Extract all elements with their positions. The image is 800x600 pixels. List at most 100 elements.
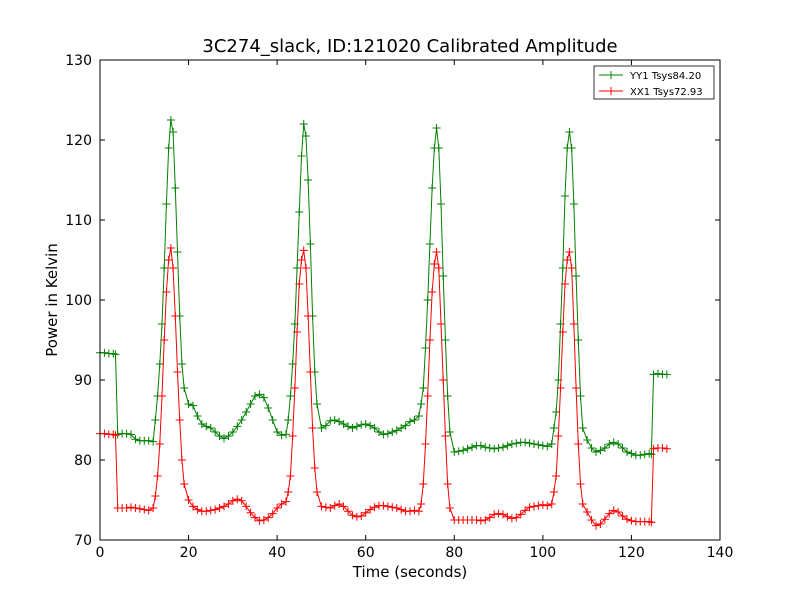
data-point — [618, 444, 627, 452]
data-point — [410, 506, 419, 515]
data-point — [310, 464, 319, 472]
y-tick-label: 130 — [65, 53, 92, 69]
data-point — [658, 444, 667, 452]
data-point — [567, 264, 576, 272]
data-point — [430, 260, 439, 268]
data-point — [111, 431, 120, 440]
data-point — [264, 513, 273, 522]
data-point — [507, 514, 516, 523]
data-point — [578, 424, 587, 432]
legend-item: XX1 Tsys72.93 — [599, 87, 703, 98]
data-point — [228, 428, 237, 436]
y-tick-label: 70 — [74, 533, 92, 549]
data-point — [284, 416, 293, 424]
x-tick-label: 120 — [618, 545, 645, 561]
data-point — [326, 416, 335, 425]
data-point — [454, 447, 463, 456]
data-point — [295, 208, 304, 216]
x-tick-label: 40 — [268, 545, 286, 561]
y-tick-label: 110 — [65, 213, 92, 229]
data-point — [439, 376, 448, 384]
data-point — [326, 504, 335, 512]
data-point — [251, 513, 259, 522]
data-point — [144, 506, 153, 515]
data-point — [299, 120, 308, 128]
data-point — [623, 448, 631, 456]
data-point — [587, 516, 596, 524]
data-point — [521, 438, 530, 447]
data-point — [211, 505, 220, 514]
data-point — [417, 400, 426, 408]
data-point — [432, 248, 441, 256]
data-point — [330, 416, 339, 424]
data-point — [361, 508, 370, 517]
data-point — [569, 200, 578, 208]
data-point — [370, 424, 379, 432]
data-point — [197, 420, 206, 428]
data-point — [434, 144, 443, 152]
data-point — [558, 264, 567, 272]
data-point — [100, 348, 109, 357]
data-point — [437, 200, 445, 208]
x-axis-label: Time (seconds) — [352, 563, 468, 581]
data-point — [552, 472, 561, 480]
data-point — [297, 256, 306, 264]
data-point — [149, 437, 158, 446]
data-point — [202, 422, 211, 431]
data-point — [600, 515, 609, 524]
data-point — [596, 520, 605, 528]
legend-label: YY1 Tsys84.20 — [629, 71, 701, 82]
data-point — [379, 430, 388, 439]
x-tick-label: 80 — [445, 545, 463, 561]
data-point — [321, 503, 330, 512]
data-point — [434, 264, 443, 272]
data-point — [206, 424, 215, 432]
data-point — [383, 429, 392, 438]
data-point — [647, 518, 656, 527]
data-point — [499, 443, 507, 452]
data-point — [131, 435, 140, 444]
legend-marker — [607, 71, 615, 79]
data-point — [547, 500, 556, 508]
data-point — [554, 432, 563, 440]
data-point — [428, 184, 437, 192]
data-point — [313, 488, 321, 496]
data-point — [419, 384, 428, 392]
data-point — [220, 434, 228, 443]
data-point — [251, 392, 259, 400]
data-point — [158, 392, 166, 400]
data-point — [122, 504, 131, 512]
data-point — [445, 428, 454, 436]
data-point — [273, 428, 282, 436]
data-point — [425, 336, 434, 344]
data-point — [649, 370, 658, 379]
data-point — [166, 116, 175, 124]
data-point — [627, 449, 636, 458]
data-point — [299, 246, 308, 255]
data-point — [122, 429, 131, 438]
data-point — [423, 392, 432, 400]
data-point — [246, 508, 255, 517]
data-point — [282, 497, 290, 506]
legend-item: YY1 Tsys84.20 — [599, 71, 701, 82]
x-tick-label: 60 — [357, 545, 375, 561]
data-point — [228, 496, 237, 505]
data-point — [485, 513, 494, 522]
data-point — [459, 446, 468, 455]
data-point — [609, 438, 618, 447]
data-point — [339, 502, 348, 511]
data-point — [614, 508, 623, 516]
data-point — [468, 443, 476, 452]
data-point — [432, 124, 441, 132]
data-point — [565, 128, 574, 136]
data-point — [330, 501, 339, 510]
series-2 — [96, 244, 671, 530]
data-point — [144, 436, 153, 445]
data-point — [441, 432, 450, 440]
data-point — [286, 472, 295, 480]
data-point — [131, 504, 140, 512]
data-point — [549, 424, 558, 432]
data-point — [383, 502, 392, 511]
data-point — [417, 500, 426, 508]
data-point — [490, 444, 499, 453]
